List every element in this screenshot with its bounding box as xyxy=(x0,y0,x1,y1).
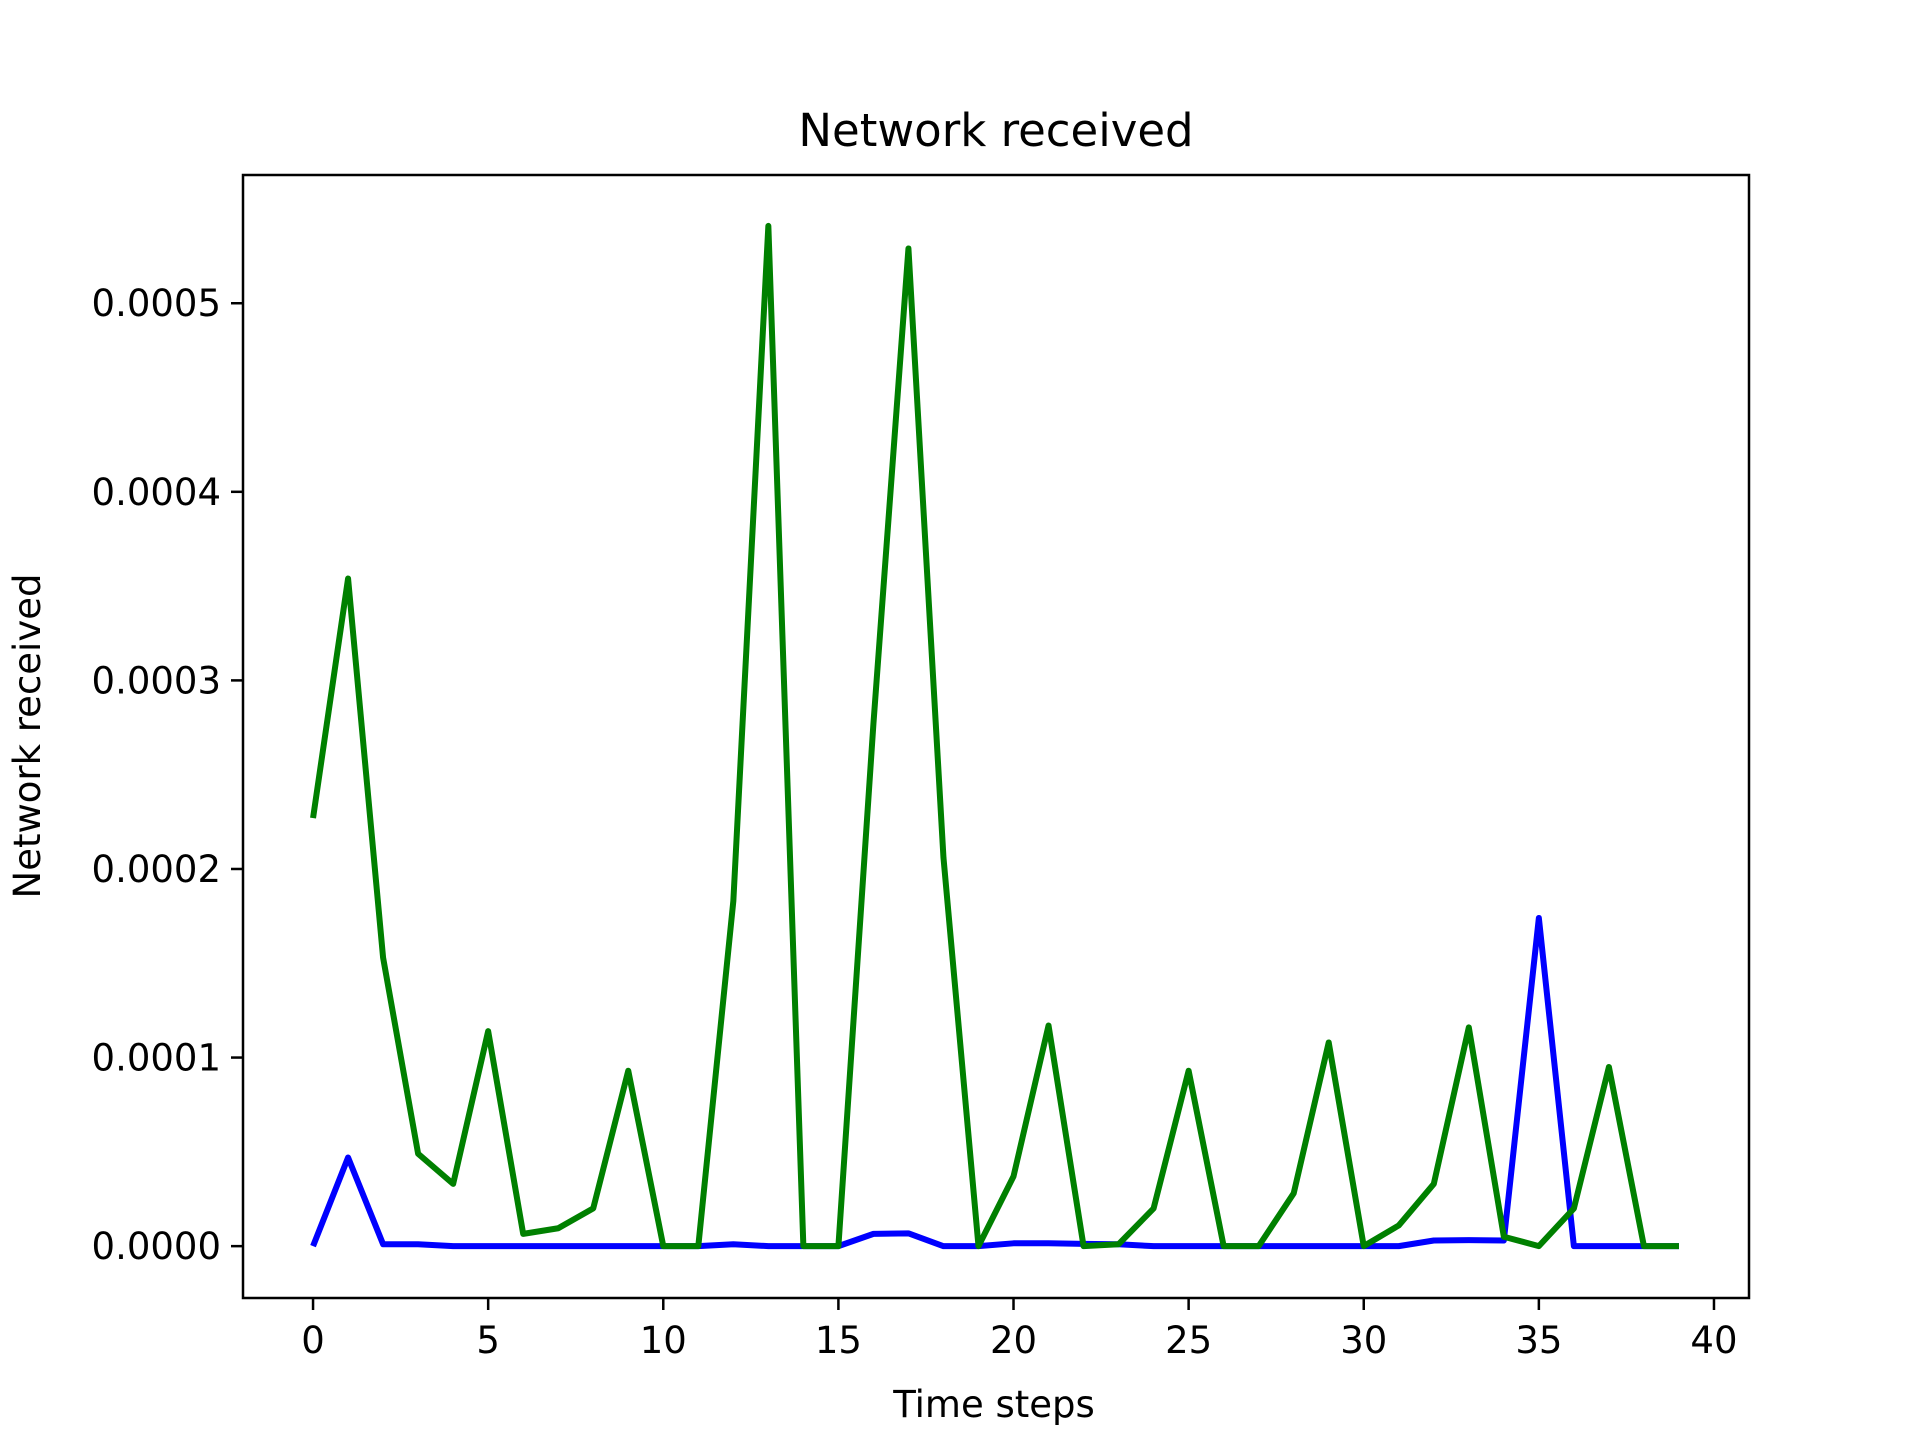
y-tick-label: 0.0002 xyxy=(92,848,221,891)
x-tick-label: 25 xyxy=(1165,1319,1212,1362)
x-tick-label: 0 xyxy=(301,1319,325,1362)
y-tick-label: 0.0005 xyxy=(92,282,221,325)
plot-frame xyxy=(241,173,1751,1300)
y-tick-label: 0.0000 xyxy=(92,1225,221,1268)
y-tick-label: 0.0001 xyxy=(92,1037,221,1080)
x-tick-label: 35 xyxy=(1515,1319,1562,1362)
y-tick-label: 0.0004 xyxy=(92,471,221,514)
y-tick-label: 0.0003 xyxy=(92,659,221,702)
x-tick-label: 5 xyxy=(476,1319,500,1362)
chart-title: Network received xyxy=(798,104,1193,157)
y-axis-label: Network received xyxy=(6,574,49,899)
x-tick-label: 20 xyxy=(990,1319,1037,1362)
x-tick-label: 10 xyxy=(640,1319,687,1362)
x-axis-label: Time steps xyxy=(892,1383,1095,1426)
series-line-1 xyxy=(310,915,1679,1250)
plot-lines xyxy=(310,222,1679,1250)
y-axis-ticks: 0.0000 0.0001 0.0002 0.0003 0.0004 0.0005 xyxy=(92,282,243,1268)
series-line-2 xyxy=(310,222,1679,1250)
x-tick-label: 30 xyxy=(1340,1319,1387,1362)
x-tick-label: 15 xyxy=(815,1319,862,1362)
x-tick-label: 40 xyxy=(1690,1319,1737,1362)
x-axis-ticks: 0 5 10 15 20 25 30 35 40 xyxy=(301,1298,1738,1362)
